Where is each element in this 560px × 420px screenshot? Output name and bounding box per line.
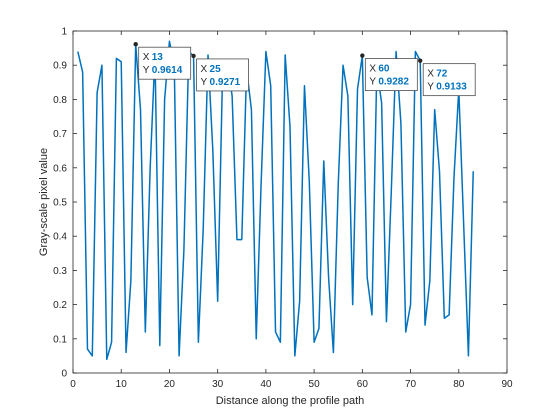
plot-box [72,30,508,374]
datatip-y-label: Y [201,77,208,88]
x-tick-label: 90 [501,379,513,390]
x-axis-label: Distance along the profile path [216,395,365,407]
datatip[interactable]: X 25Y 0.9271 [191,53,249,92]
y-axis-label: Gray-scale pixel value [38,148,50,256]
datatip-y-value: 0.9133 [436,82,467,93]
datatip-y-label: Y [369,77,376,88]
datatip-x-label: X [201,64,208,75]
datatip-x-value: 25 [210,64,222,75]
y-tick-label: 0.8 [53,95,67,106]
y-tick-label: 0.1 [53,334,67,345]
datatip-x-label: X [143,52,150,63]
datatip-box [138,46,192,80]
datatip-marker [133,42,138,47]
datatip-y-value: 0.9614 [152,65,183,76]
datatip-x-value: 72 [436,69,448,80]
y-tick-label: 0.7 [53,129,67,140]
y-tick-label: 0.3 [53,266,67,277]
series-line [77,40,474,361]
datatip-marker [191,53,196,59]
datatip-y-value: 0.9282 [378,77,409,88]
x-tick-label: 50 [309,379,321,390]
datatip[interactable]: X 60Y 0.9282 [360,53,418,91]
datatip-y-label: Y [427,82,434,93]
x-tick-label: 30 [212,379,224,390]
datatip-y-value: 0.9271 [210,77,241,88]
y-tick-label: 1 [61,27,67,38]
x-tick-label: 10 [116,379,128,390]
y-tick-label: 0.6 [53,163,67,174]
datatip[interactable]: X 72Y 0.9133 [418,58,476,97]
x-tick-label: 0 [70,379,76,390]
datatip-marker [418,58,423,63]
y-tick-label: 0.4 [53,232,67,243]
datatip-x-value: 13 [152,52,164,63]
datatip-box [422,63,476,97]
x-tick-label: 80 [453,379,465,390]
datatip-box [364,58,418,91]
datatip-box [196,58,249,92]
x-tick-label: 20 [164,379,176,390]
datatip-y-label: Y [143,65,150,76]
datatip-x-label: X [369,64,376,75]
series-layer [77,40,474,361]
datatip[interactable]: X 13Y 0.9614 [133,42,192,80]
datatip-x-value: 60 [378,64,390,75]
y-tick-label: 0.9 [53,61,67,72]
x-tick-label: 60 [357,379,369,390]
x-tick-label: 70 [405,379,417,390]
y-tick-label: 0.2 [53,300,67,311]
y-tick-label: 0.5 [53,198,67,209]
x-tick-label: 40 [260,379,272,390]
datatip-marker [360,53,365,58]
y-tick-label: 0 [61,369,67,380]
datatip-x-label: X [427,69,434,80]
